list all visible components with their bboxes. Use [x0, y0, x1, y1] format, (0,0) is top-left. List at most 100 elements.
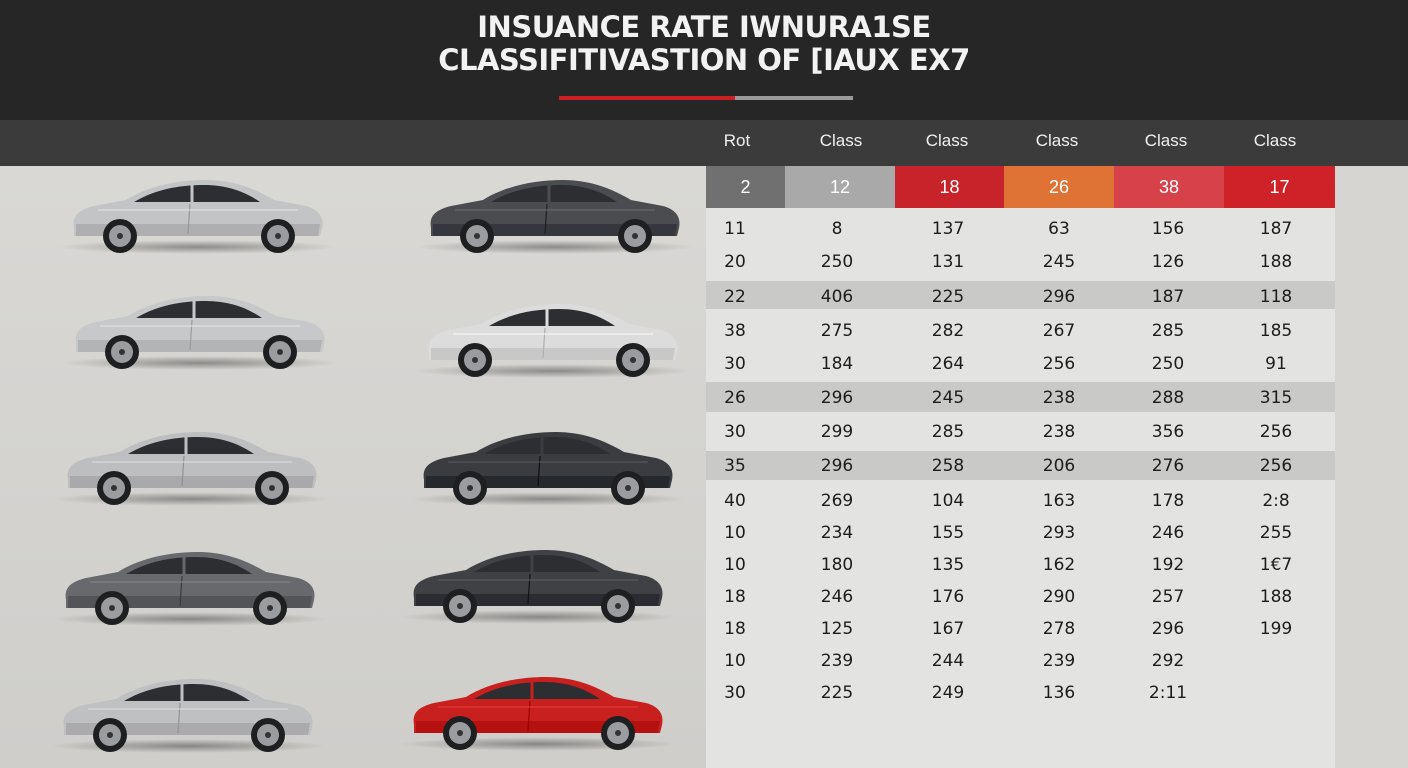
column-header-class-1: Class [819, 131, 863, 150]
car-lower-body [70, 476, 314, 488]
column-header-class-4: Class [1144, 131, 1188, 150]
white-sedan-image [428, 304, 678, 377]
title-underline-accent [559, 96, 735, 100]
table-cell: 299 [820, 422, 854, 442]
table-cell: 238 [1042, 422, 1076, 442]
table-cell: 187 [1151, 287, 1185, 307]
front-hub [277, 349, 283, 355]
dark-grey-sedan-image [430, 180, 680, 253]
car-lower-body [426, 476, 670, 488]
table-cell: 185 [1259, 321, 1293, 341]
table-cell: 285 [1151, 321, 1185, 341]
table-cell: 275 [820, 321, 854, 341]
table-cell: 8 [831, 219, 843, 239]
table-cell: 155 [931, 523, 965, 543]
table-cell: 136 [1042, 683, 1076, 703]
table-cell: 356 [1151, 422, 1185, 442]
table-cell: 22 [724, 287, 746, 307]
front-hub [269, 485, 275, 491]
table-cell: 264 [931, 354, 965, 374]
red-sedan-image [413, 677, 663, 750]
table-cell: 293 [1042, 523, 1076, 543]
table-cell: 1€7 [1259, 555, 1293, 575]
table-cell: 225 [931, 287, 965, 307]
table-cell: 178 [1151, 491, 1185, 511]
front-hub [615, 730, 621, 736]
front-hub [632, 233, 638, 239]
table-cell: 256 [1259, 422, 1293, 442]
table-cell: 296 [1042, 287, 1076, 307]
header-bar [0, 0, 1408, 120]
car-body [430, 180, 680, 236]
class-badge-cell: 17 [1224, 166, 1335, 208]
table-cell: 206 [1042, 456, 1076, 476]
table-cell: 187 [1259, 219, 1293, 239]
table-cell: 163 [1042, 491, 1076, 511]
door-line [181, 455, 185, 487]
table-cell: 167 [931, 619, 965, 639]
black-sedan-image [413, 550, 663, 623]
page-title-line1: INSUANCE RATE IWNURA1SE [477, 10, 931, 44]
table-cell: 135 [931, 555, 965, 575]
table-cell: 137 [931, 219, 965, 239]
grey-sedan-image [65, 552, 315, 625]
table-header-bar [0, 120, 1408, 166]
car-body [75, 296, 325, 352]
table-cell: 176 [931, 587, 965, 607]
table-cell: 162 [1042, 555, 1076, 575]
column-header-class-2: Class [925, 131, 969, 150]
table-cell: 256 [1259, 456, 1293, 476]
front-hub [615, 603, 621, 609]
table-cell: 315 [1259, 388, 1293, 408]
table-cell: 26 [724, 388, 746, 408]
car-body [413, 677, 663, 733]
column-header-class-5: Class [1253, 131, 1297, 150]
table-cell: 267 [1042, 321, 1076, 341]
table-cell: 20 [724, 252, 746, 272]
car-body [65, 552, 315, 608]
car-lower-body [416, 594, 660, 606]
car-window [474, 555, 600, 572]
door-line [542, 327, 546, 359]
front-hub [265, 732, 271, 738]
class-badge-value: 17 [1269, 177, 1290, 197]
table-cell: 126 [1151, 252, 1185, 272]
rear-hub [119, 349, 125, 355]
table-cell: 35 [724, 456, 746, 476]
car-body [428, 304, 678, 360]
title-underline [735, 96, 853, 100]
table-cell: 249 [931, 683, 965, 703]
rear-hub [457, 730, 463, 736]
rear-hub [457, 603, 463, 609]
table-cell: 257 [1151, 587, 1185, 607]
car-body [73, 180, 323, 236]
table-cell: 199 [1259, 619, 1293, 639]
car-window [491, 185, 617, 202]
table-cell: 125 [820, 619, 854, 639]
class-badge-cell: 38 [1114, 166, 1224, 208]
table-cell: 269 [820, 491, 854, 511]
table-cell: 296 [820, 456, 854, 476]
class-badge-value: 26 [1048, 177, 1070, 197]
table-cell: 18 [724, 619, 746, 639]
table-cell: 2:11 [1148, 683, 1188, 703]
table-cell: 30 [724, 422, 746, 442]
row-band [706, 382, 1335, 412]
car-body [413, 550, 663, 606]
table-cell: 192 [1151, 555, 1185, 575]
table-cell: 238 [1042, 388, 1076, 408]
front-hub [625, 485, 631, 491]
car-body [423, 432, 673, 488]
rear-hub [117, 233, 123, 239]
table-cell: 188 [1259, 252, 1293, 272]
table-cell: 250 [820, 252, 854, 272]
class-badge-cell: 2 [706, 166, 785, 208]
rear-hub [109, 605, 115, 611]
front-hub [275, 233, 281, 239]
class-badge-value: 12 [829, 177, 851, 197]
silver-sedan-image [73, 180, 323, 253]
car-body [63, 679, 313, 735]
door-line [179, 575, 183, 607]
row-band [706, 451, 1335, 480]
table-cell: 285 [931, 422, 965, 442]
